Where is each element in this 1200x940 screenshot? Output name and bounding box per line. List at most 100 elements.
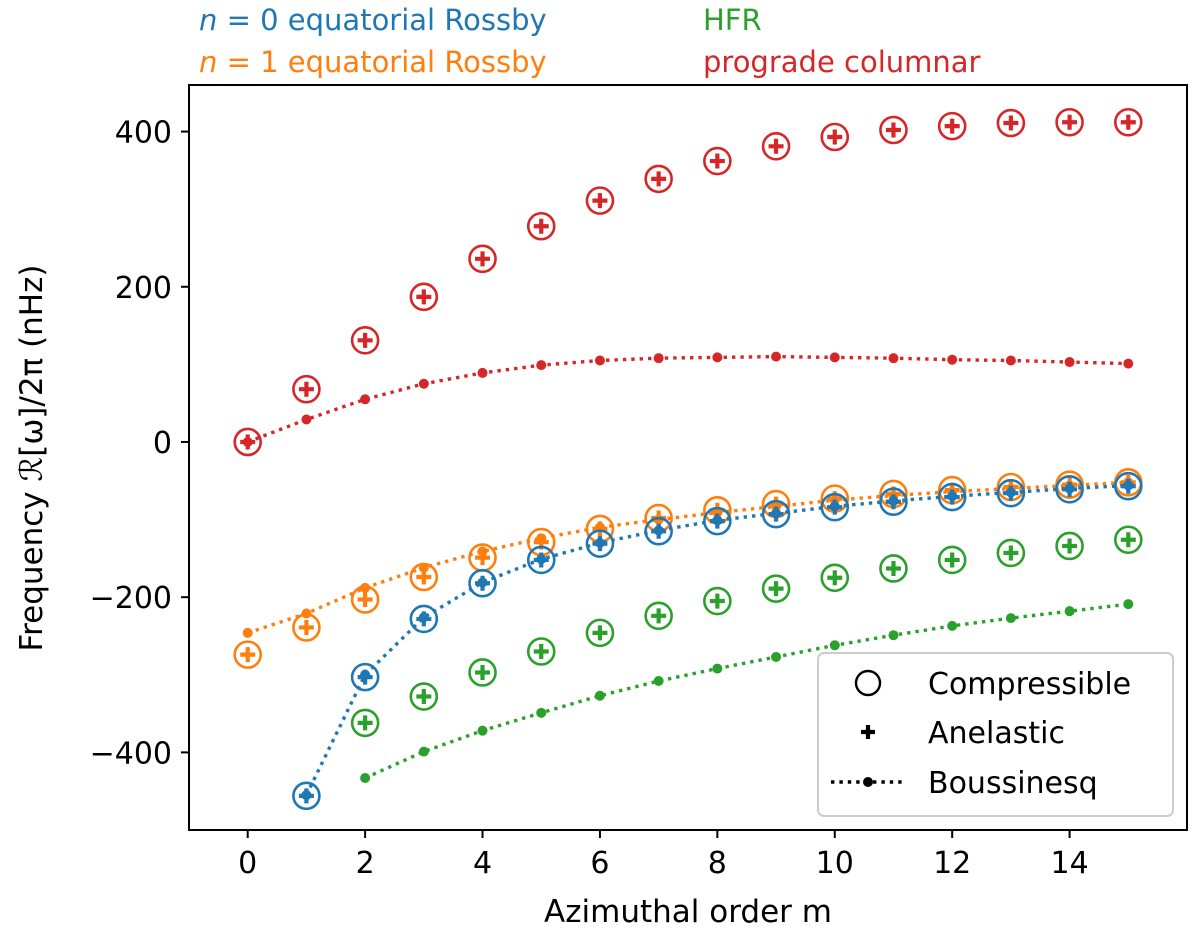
boussinesq-point [653, 353, 664, 364]
compressible-point [350, 708, 380, 738]
compressible-point [937, 111, 967, 141]
y-tick-label: −200 [90, 581, 172, 616]
compressible-point [585, 529, 615, 558]
boussinesq-point [477, 725, 488, 736]
anelastic-point [592, 625, 608, 641]
compressible-point [761, 132, 791, 161]
boussinesq-point [594, 690, 605, 701]
compressible-point [703, 146, 732, 176]
boussinesq-point [888, 630, 899, 641]
compressible-point [292, 613, 321, 642]
compressible-point [468, 244, 497, 274]
series-title-n0: n = 0 equatorial Rossby [199, 3, 547, 37]
x-tick-label: 0 [238, 846, 257, 881]
series-n-0-equatorial-rossby [292, 471, 1143, 811]
compressible-point [644, 601, 673, 631]
anelastic-point [298, 619, 314, 635]
boussinesq-line [247, 354, 1129, 444]
anelastic-point [1003, 485, 1019, 501]
boussinesq-point [771, 651, 782, 662]
compressible-point [703, 506, 732, 536]
x-tick-label: 2 [356, 846, 375, 881]
boussinesq-point [1005, 355, 1016, 366]
anelastic-point [944, 118, 960, 134]
compressible-point [879, 487, 908, 517]
boussinesq-point [418, 746, 429, 757]
anelastic-point [592, 193, 608, 209]
series-title-math: n [199, 3, 217, 37]
compressible-point [937, 545, 967, 575]
series-n-1-equatorial-rossby [233, 468, 1143, 669]
compressible-point [820, 122, 850, 152]
anelastic-point [357, 715, 373, 731]
legend-label: Boussinesq [928, 766, 1098, 801]
series-title-text: prograde columnar [703, 45, 981, 79]
compressible-point [820, 492, 850, 522]
compressible-point [761, 499, 791, 529]
boussinesq-point [1005, 613, 1016, 624]
boussinesq-point [418, 378, 429, 389]
legend-anelastic-marker [861, 725, 875, 739]
anelastic-point [592, 521, 608, 537]
boussinesq-point [536, 707, 547, 718]
anelastic-point [944, 489, 960, 505]
anelastic-point [827, 570, 843, 586]
compressible-point [1055, 475, 1084, 504]
anelastic-point [709, 513, 725, 529]
anelastic-point [533, 552, 549, 568]
series-prograde-columnar [233, 107, 1143, 457]
anelastic-point [651, 171, 667, 187]
boussinesq-point [301, 414, 312, 425]
compressible-point [526, 545, 556, 575]
anelastic-point [709, 153, 725, 169]
compressible-point [761, 574, 791, 603]
compressible-point [996, 538, 1026, 568]
compressible-point [585, 618, 615, 648]
boussinesq-point [536, 360, 547, 371]
y-tick-label: 0 [153, 426, 172, 461]
series-title-math: n [199, 45, 217, 79]
compressible-point [996, 108, 1026, 138]
boussinesq-point [594, 355, 605, 366]
compressible-point [879, 115, 908, 145]
anelastic-point [416, 689, 432, 705]
boussinesq-point [771, 351, 782, 362]
anelastic-point [827, 129, 843, 145]
x-axis-label: Azimuthal order m [544, 894, 832, 930]
series-title-text: = 1 equatorial Rossby [217, 45, 546, 79]
anelastic-point [651, 523, 667, 539]
boussinesq-point [242, 627, 253, 638]
compressible-point [820, 563, 850, 593]
anelastic-point [533, 218, 549, 234]
anelastic-point [885, 494, 901, 510]
y-tick-label: 200 [115, 271, 172, 306]
boussinesq-point [888, 353, 899, 364]
boussinesq-point [1123, 358, 1134, 369]
y-tick-label: −400 [90, 736, 172, 771]
compressible-point [526, 211, 556, 241]
boussinesq-point [712, 663, 723, 674]
compressible-point [1055, 107, 1084, 137]
anelastic-point [357, 669, 373, 685]
compressible-point [879, 554, 908, 583]
anelastic-point [240, 434, 256, 450]
anelastic-point [709, 593, 725, 609]
anelastic-point [240, 647, 256, 663]
boussinesq-point [1064, 606, 1075, 617]
compressible-point [409, 562, 439, 592]
y-tick-label: 400 [115, 116, 172, 151]
compressible-point [644, 164, 673, 194]
anelastic-point [357, 592, 373, 608]
compressible-point [585, 186, 615, 215]
boussinesq-line [364, 602, 1129, 780]
anelastic-point [1003, 545, 1019, 561]
legend-label: Anelastic [928, 716, 1065, 751]
x-axis: 0 2 4 6 8 10 12 14 [238, 830, 1089, 881]
compressible-point [526, 637, 556, 666]
compressible-point [1113, 525, 1143, 555]
x-tick-label: 6 [590, 846, 609, 881]
anelastic-point [827, 499, 843, 515]
anelastic-point [298, 788, 314, 804]
x-tick-label: 8 [708, 846, 727, 881]
